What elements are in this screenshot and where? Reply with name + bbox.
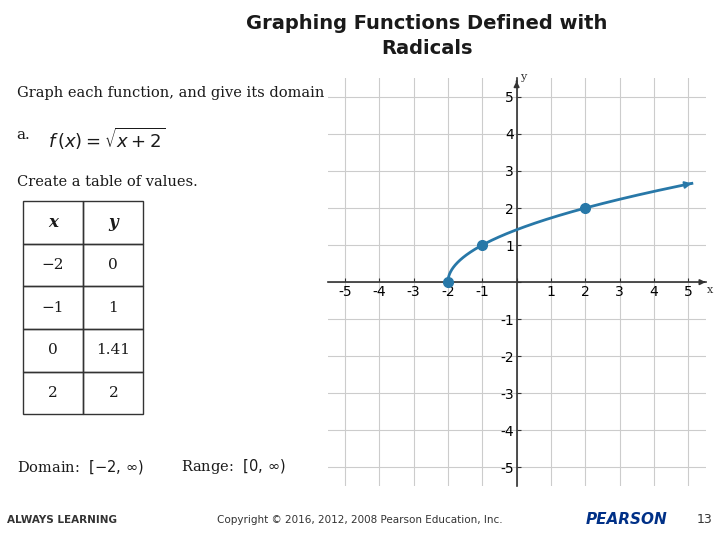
Text: −2: −2 — [42, 258, 64, 272]
Bar — [84, 244, 143, 286]
Text: 1: 1 — [109, 301, 118, 314]
Bar — [23, 201, 84, 244]
Text: 0: 0 — [109, 258, 118, 272]
Text: Range:  $[0,\,\infty)$: Range: $[0,\,\infty)$ — [181, 457, 287, 476]
Text: a.: a. — [17, 129, 30, 143]
Text: Classroom
Example 3: Classroom Example 3 — [14, 16, 119, 57]
Bar — [84, 286, 143, 329]
Text: 1.41: 1.41 — [96, 343, 130, 357]
Text: Copyright © 2016, 2012, 2008 Pearson Education, Inc.: Copyright © 2016, 2012, 2008 Pearson Edu… — [217, 515, 503, 525]
Bar — [84, 201, 143, 244]
Text: −1: −1 — [42, 301, 64, 314]
Bar — [23, 372, 84, 414]
Bar — [23, 286, 84, 329]
Text: y: y — [109, 214, 118, 231]
Bar — [84, 372, 143, 414]
Text: Graphing Functions Defined with
Radicals: Graphing Functions Defined with Radicals — [246, 15, 607, 58]
Text: 13: 13 — [697, 513, 713, 526]
Text: 2: 2 — [109, 386, 118, 400]
Bar — [23, 329, 84, 372]
Text: Create a table of values.: Create a table of values. — [17, 176, 197, 190]
Bar — [84, 329, 143, 372]
Text: Domain:  $[-2,\,\infty)$: Domain: $[-2,\,\infty)$ — [17, 458, 144, 476]
Text: ALWAYS LEARNING: ALWAYS LEARNING — [7, 515, 117, 525]
Text: PEARSON: PEARSON — [585, 512, 667, 527]
Bar — [23, 244, 84, 286]
Text: $f\,(x) = \sqrt{x+2}$: $f\,(x) = \sqrt{x+2}$ — [48, 126, 166, 152]
Text: Graph each function, and give its domain and range.: Graph each function, and give its domain… — [17, 86, 409, 100]
Text: x: x — [707, 285, 714, 294]
Text: 0: 0 — [48, 343, 58, 357]
Text: x: x — [48, 214, 58, 231]
Text: 2: 2 — [48, 386, 58, 400]
Text: y: y — [520, 72, 526, 82]
